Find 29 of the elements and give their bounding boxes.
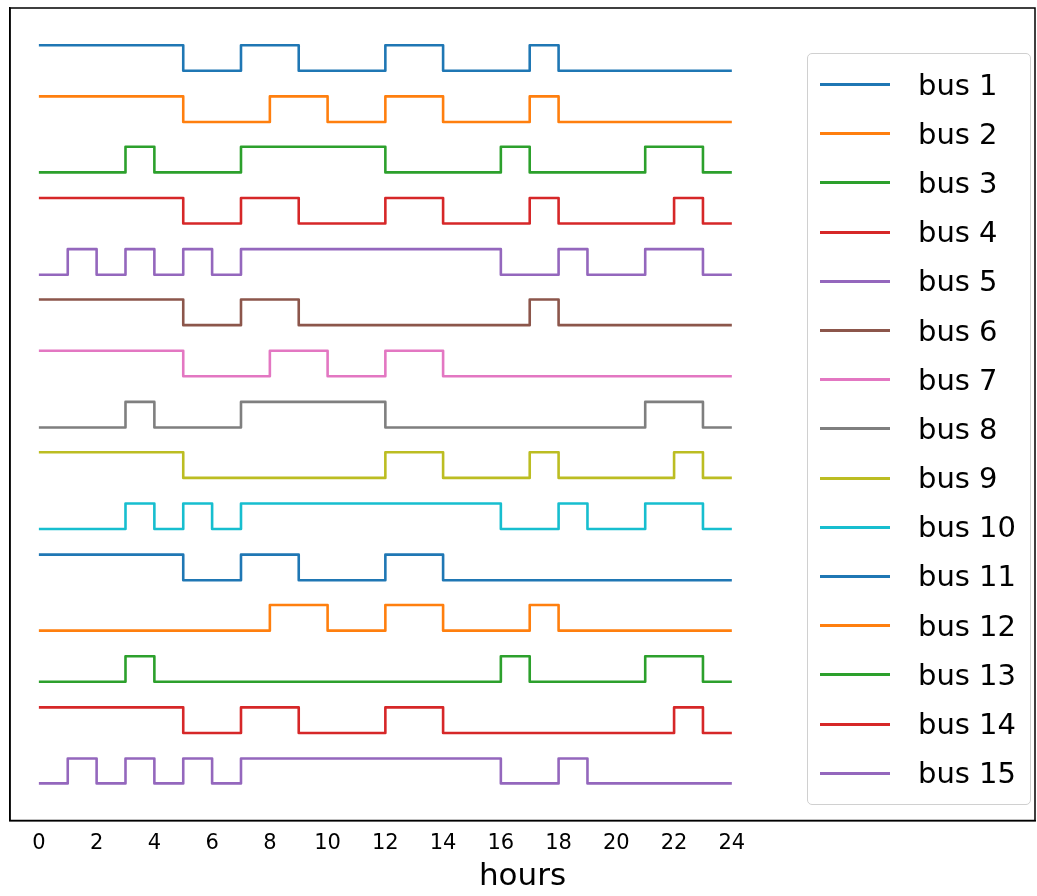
x-tick-label: 0 <box>32 829 46 854</box>
x-tick-label: 12 <box>371 829 399 854</box>
legend-label: bus 8 <box>917 411 998 446</box>
x-tick-label: 6 <box>205 829 219 854</box>
legend-label: bus 1 <box>917 67 998 102</box>
x-tick-label: 16 <box>487 829 515 854</box>
legend-label: bus 12 <box>917 608 1016 643</box>
x-tick-label: 4 <box>147 829 162 854</box>
legend-label: bus 14 <box>917 707 1016 742</box>
legend-label: bus 7 <box>917 362 998 397</box>
x-tick-label: 2 <box>89 829 104 854</box>
x-tick-label: 20 <box>602 829 630 854</box>
legend-label: bus 4 <box>917 215 998 250</box>
x-tick-label: 18 <box>545 829 572 854</box>
x-tick-label: 8 <box>263 829 277 854</box>
legend-label: bus 9 <box>917 461 998 496</box>
legend-label: bus 15 <box>917 756 1016 791</box>
x-tick-label: 14 <box>429 829 457 854</box>
legend-label: bus 10 <box>917 510 1016 545</box>
x-tick-label: 22 <box>660 829 688 854</box>
legend-label: bus 6 <box>917 313 998 348</box>
legend-label: bus 2 <box>917 116 998 151</box>
legend-label: bus 11 <box>917 559 1016 594</box>
legend-label: bus 5 <box>917 264 998 299</box>
legend-label: bus 13 <box>917 657 1016 692</box>
x-tick-label: 24 <box>718 829 746 854</box>
x-axis-title: hours <box>478 856 567 893</box>
legend-label: bus 3 <box>917 165 998 200</box>
x-tick-label: 10 <box>314 829 341 854</box>
